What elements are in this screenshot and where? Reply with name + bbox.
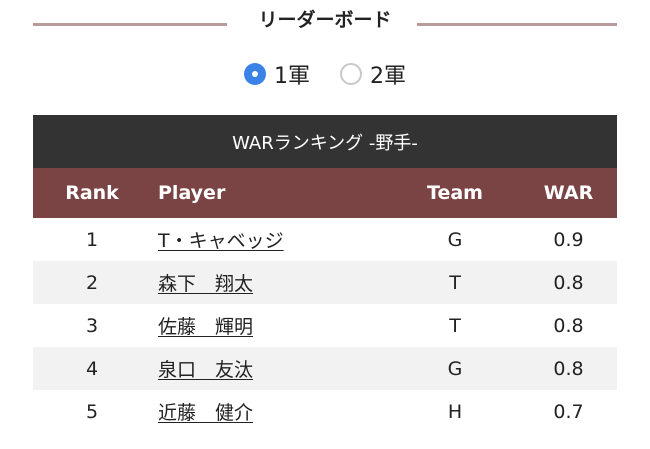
player-link[interactable]: 近藤 健介 <box>158 402 254 424</box>
rank-cell: 1 <box>85 228 99 251</box>
radio-label: 1軍 <box>274 64 310 89</box>
table-row: 2 森下 翔太 T 0.8 <box>33 261 617 304</box>
table-caption: WARランキング -野手- <box>33 115 617 168</box>
war-ranking-table: WARランキング -野手- Rank Player Team WAR 1 T・キャ… <box>33 115 617 433</box>
table-row: 4 泉口 友汰 G 0.8 <box>33 347 617 390</box>
team-cell: T <box>449 271 461 294</box>
column-header-war: WAR <box>543 182 594 204</box>
war-cell: 0.9 <box>553 228 584 251</box>
rank-cell: 4 <box>85 357 99 380</box>
divider-left <box>33 23 227 26</box>
player-link[interactable]: T・キャベッジ <box>158 230 284 252</box>
table-row: 1 T・キャベッジ G 0.9 <box>33 218 617 261</box>
table-row: 5 近藤 健介 H 0.7 <box>33 390 617 433</box>
rank-cell: 2 <box>85 271 99 294</box>
player-link[interactable]: 佐藤 輝明 <box>158 316 254 338</box>
team-cell: G <box>447 228 463 251</box>
table-row: 3 佐藤 輝明 T 0.8 <box>33 304 617 347</box>
war-cell: 0.8 <box>553 271 584 294</box>
player-cell: T・キャベッジ <box>151 226 390 253</box>
player-link[interactable]: 森下 翔太 <box>158 273 254 295</box>
war-cell: 0.7 <box>553 400 584 423</box>
radio-selected-icon[interactable] <box>244 63 266 85</box>
rank-cell: 5 <box>85 400 99 423</box>
team-cell: T <box>449 314 461 337</box>
page-title: リーダーボード <box>258 9 392 31</box>
player-link[interactable]: 泉口 友汰 <box>158 359 254 381</box>
radio-1gun[interactable]: 1軍 <box>244 58 310 90</box>
player-cell: 近藤 健介 <box>151 398 390 425</box>
war-cell: 0.8 <box>553 314 584 337</box>
divider-right <box>417 23 617 26</box>
player-cell: 泉口 友汰 <box>151 355 390 382</box>
war-cell: 0.8 <box>553 357 584 380</box>
team-level-radio-group: 1軍 2軍 <box>0 58 650 90</box>
team-cell: G <box>447 357 463 380</box>
section-header: リーダーボード <box>33 4 617 34</box>
column-header-team: Team <box>427 182 483 204</box>
rank-cell: 3 <box>85 314 99 337</box>
team-cell: H <box>447 400 463 423</box>
radio-unselected-icon[interactable] <box>340 63 362 85</box>
radio-2gun[interactable]: 2軍 <box>340 58 406 90</box>
player-cell: 森下 翔太 <box>151 269 390 296</box>
table-header-row: Rank Player Team WAR <box>33 168 617 218</box>
radio-label: 2軍 <box>370 64 406 89</box>
column-header-rank: Rank <box>65 182 119 204</box>
player-cell: 佐藤 輝明 <box>151 312 390 339</box>
column-header-player: Player <box>158 182 226 204</box>
